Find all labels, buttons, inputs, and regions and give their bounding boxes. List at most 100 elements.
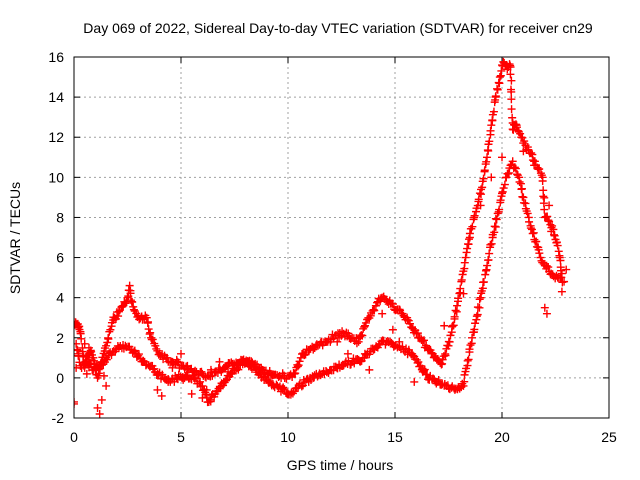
- y-tick-label: 6: [56, 250, 64, 266]
- data-point: [473, 310, 482, 319]
- data-point: [342, 328, 351, 337]
- data-point: [498, 189, 506, 198]
- data-point: [498, 187, 507, 196]
- data-point: [466, 341, 475, 350]
- data-point: [451, 306, 460, 315]
- data-point: [139, 356, 148, 365]
- data-point: [510, 163, 519, 172]
- data-point: [500, 180, 509, 189]
- data-point: [487, 239, 496, 248]
- data-point: [544, 263, 553, 272]
- data-point: [519, 147, 528, 156]
- data-point: [74, 363, 81, 372]
- data-point: [144, 317, 153, 326]
- y-tick-label: 4: [56, 290, 64, 306]
- data-point: [361, 318, 370, 327]
- data-point: [102, 381, 111, 390]
- data-point: [491, 222, 500, 231]
- data-point: [540, 303, 549, 312]
- data-point: [126, 289, 135, 298]
- data-point: [449, 321, 458, 330]
- data-point: [453, 301, 462, 310]
- y-tick-labels: -2 0 2 4 6 8 10 12 14 16: [48, 49, 64, 426]
- data-point: [528, 229, 537, 238]
- data-point: [110, 313, 119, 322]
- data-point: [454, 294, 463, 303]
- data-point: [553, 241, 562, 250]
- data-point: [493, 85, 502, 94]
- data-point: [470, 211, 479, 220]
- data-point: [192, 374, 201, 383]
- data-point: [560, 277, 569, 286]
- data-point: [360, 323, 369, 332]
- data-point: [448, 322, 457, 331]
- data-point: [542, 309, 551, 318]
- data-point: [206, 397, 215, 406]
- data-point: [548, 221, 557, 230]
- data-point: [80, 361, 89, 370]
- data-point: [484, 146, 493, 155]
- data-point: [388, 325, 397, 334]
- data-point: [87, 347, 96, 356]
- data-point: [464, 235, 473, 244]
- data-point: [344, 329, 353, 338]
- data-point: [557, 287, 566, 296]
- data-point: [562, 265, 571, 274]
- data-point: [370, 306, 379, 315]
- data-point: [499, 184, 508, 193]
- data-point: [242, 358, 251, 367]
- data-point: [475, 295, 484, 304]
- data-point: [425, 375, 434, 384]
- data-point: [126, 296, 135, 305]
- data-point: [465, 233, 474, 242]
- data-point: [301, 350, 310, 359]
- data-point: [395, 337, 404, 346]
- x-tick-label: 20: [494, 429, 510, 445]
- data-point: [215, 357, 224, 366]
- data-point: [410, 377, 419, 386]
- data-point: [297, 382, 306, 391]
- data-point: [93, 403, 102, 412]
- data-point: [279, 383, 288, 392]
- data-point: [85, 359, 94, 368]
- data-point: [388, 300, 397, 309]
- data-points: [74, 57, 571, 418]
- data-point: [445, 337, 454, 346]
- data-point: [74, 397, 78, 406]
- data-point: [147, 333, 156, 342]
- data-point: [74, 323, 83, 332]
- data-point: [481, 270, 490, 279]
- data-point: [106, 325, 115, 334]
- data-point: [459, 381, 468, 390]
- y-tick-label: 10: [48, 169, 64, 185]
- x-tick-label: 25: [601, 429, 617, 445]
- data-point: [221, 363, 230, 372]
- x-tick-label: 5: [177, 429, 185, 445]
- data-point: [487, 121, 496, 130]
- data-point: [103, 338, 112, 347]
- data-point: [206, 365, 215, 374]
- data-point: [465, 345, 474, 354]
- data-point: [508, 157, 517, 166]
- data-point: [463, 244, 472, 253]
- data-point: [486, 126, 495, 135]
- data-point: [491, 214, 500, 223]
- data-point: [434, 375, 443, 384]
- data-point: [482, 157, 491, 166]
- data-point: [183, 361, 192, 370]
- data-point: [557, 273, 566, 282]
- data-point: [459, 289, 468, 298]
- data-point: [128, 298, 137, 307]
- data-point: [82, 369, 91, 378]
- data-point: [493, 209, 502, 218]
- data-point: [125, 281, 134, 290]
- x-tick-label: 10: [280, 429, 296, 445]
- data-point: [202, 385, 211, 394]
- data-point: [558, 278, 567, 287]
- data-point: [163, 353, 172, 362]
- data-point: [343, 349, 352, 358]
- data-point: [293, 362, 302, 371]
- data-point: [333, 337, 342, 346]
- data-point: [309, 345, 318, 354]
- y-tick-label: 0: [56, 370, 64, 386]
